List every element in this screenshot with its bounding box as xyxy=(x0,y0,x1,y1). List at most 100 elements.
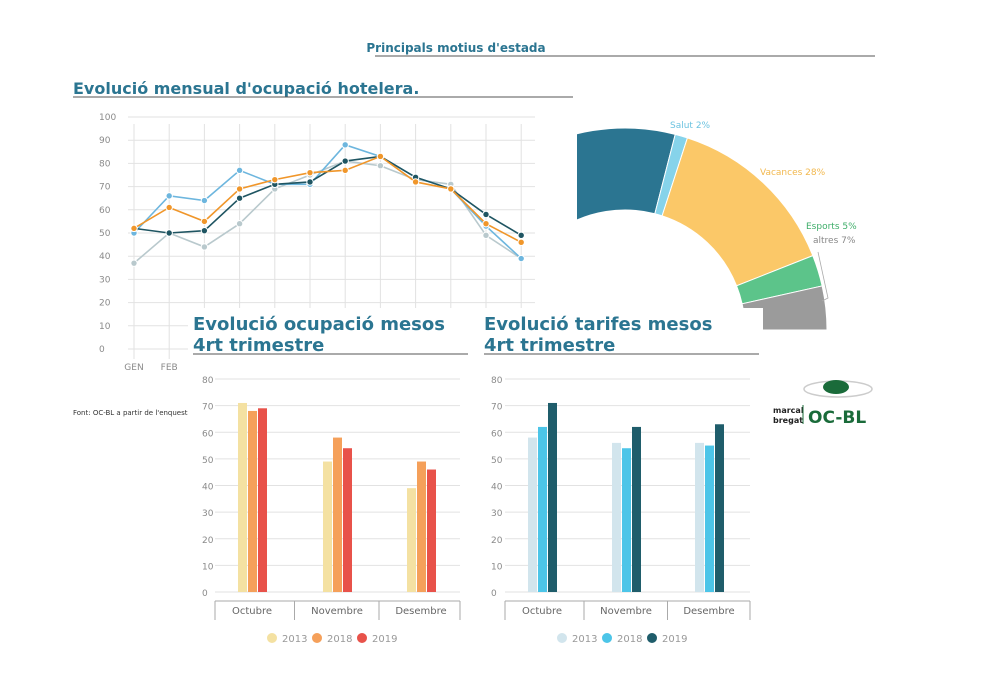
legend-swatch xyxy=(557,633,567,643)
data-point xyxy=(482,210,490,219)
donut-slice xyxy=(661,137,814,287)
y-tick-label: 40 xyxy=(99,252,111,262)
data-point xyxy=(517,254,525,263)
legend-swatch xyxy=(647,633,657,643)
donut-slice-label: Vacances 28% xyxy=(760,168,826,178)
data-point xyxy=(130,224,138,233)
data-point xyxy=(482,220,490,228)
data-point xyxy=(200,196,209,205)
bar xyxy=(695,442,704,592)
bar xyxy=(632,426,641,592)
y-tick-label: 70 xyxy=(99,183,111,193)
x-tick-label: Novembre xyxy=(600,606,652,617)
source-note: Font: OC-BL a partir de l'enquesta pr xyxy=(73,409,201,417)
page-title: Principals motius d'estada xyxy=(366,41,545,55)
bar xyxy=(705,445,714,592)
donut-slices xyxy=(577,127,828,330)
data-point xyxy=(235,166,244,175)
x-tick-label: Novembre xyxy=(311,606,363,617)
y-tick-label: 20 xyxy=(99,299,111,309)
legend-label: 2013 xyxy=(572,634,597,645)
legend-label: 2018 xyxy=(617,634,642,645)
data-point xyxy=(306,168,314,177)
bar xyxy=(715,424,724,592)
y-tick-label: 90 xyxy=(99,136,111,146)
data-point xyxy=(200,217,209,226)
bar xyxy=(407,488,416,592)
data-point xyxy=(517,231,525,240)
bar xyxy=(427,469,436,592)
y-tick-label: 60 xyxy=(491,429,503,439)
data-point xyxy=(447,185,455,193)
bar-chart-title: Evolució tarifes mesos xyxy=(484,314,712,335)
y-tick-label: 10 xyxy=(202,562,214,572)
y-tick-label: 20 xyxy=(202,536,214,546)
y-tick-label: 30 xyxy=(99,275,111,285)
donut-chart: Salut 2% Vacances 28% Esports 5% altres 7% xyxy=(577,121,857,330)
y-tick-label: 70 xyxy=(202,403,214,413)
line-chart-title: Evolució mensual d'ocupació hotelera. xyxy=(73,79,419,98)
data-point xyxy=(200,243,209,251)
y-tick-label: 60 xyxy=(99,206,111,216)
legend-label: 2018 xyxy=(327,634,352,645)
bar xyxy=(528,437,537,592)
bar xyxy=(548,402,557,592)
y-tick-label: 80 xyxy=(202,376,214,386)
altres-bracket xyxy=(817,251,829,302)
bar xyxy=(238,402,247,592)
legend-label: 2019 xyxy=(662,634,687,645)
legend-label: 2019 xyxy=(372,634,397,645)
y-tick-label: 80 xyxy=(491,376,503,386)
svg-text:marcal: marcal xyxy=(773,406,804,415)
line-chart: Evolució mensual d'ocupació hotelera. 0 1… xyxy=(73,79,573,373)
bar xyxy=(538,426,547,592)
data-point xyxy=(482,231,490,240)
y-tick-label: 20 xyxy=(491,536,503,546)
y-tick-label: 30 xyxy=(202,509,214,519)
legend-swatch xyxy=(357,633,367,643)
data-point xyxy=(341,166,349,175)
bar xyxy=(417,461,426,592)
data-point xyxy=(341,157,349,165)
data-point xyxy=(200,226,209,235)
bar xyxy=(248,410,257,592)
bar xyxy=(258,408,267,592)
bar-chart-title: 4rt trimestre xyxy=(193,335,324,356)
data-point xyxy=(130,259,138,267)
data-point xyxy=(235,220,244,228)
x-tick-label: Octubre xyxy=(232,606,272,617)
data-point xyxy=(341,141,349,149)
legend-label: 2013 xyxy=(282,634,307,645)
y-tick-label: 70 xyxy=(491,403,503,413)
x-tick-label: Octubre xyxy=(522,606,562,617)
svg-text:OC-BL: OC-BL xyxy=(808,408,866,428)
legend-swatch xyxy=(312,633,322,643)
bar xyxy=(343,448,352,592)
data-point xyxy=(517,238,525,246)
oc-bl-logo: marcal bregat OC-BL xyxy=(773,380,873,428)
y-tick-label: 80 xyxy=(99,159,111,169)
y-tick-label: 30 xyxy=(491,509,503,519)
data-point xyxy=(165,229,173,237)
y-tick-label: 0 xyxy=(491,589,497,599)
bar xyxy=(323,461,332,592)
data-point xyxy=(306,178,314,186)
bar xyxy=(612,442,621,592)
x-tick-label: GEN xyxy=(124,363,143,373)
legend-swatch xyxy=(267,633,277,643)
series-line xyxy=(133,155,522,243)
data-point xyxy=(165,192,173,200)
bar-panel-bg xyxy=(188,308,763,677)
y-tick-label: 100 xyxy=(99,113,116,123)
y-tick-label: 60 xyxy=(202,429,214,439)
donut-slice-label: Salut 2% xyxy=(670,121,711,131)
y-tick-label: 50 xyxy=(491,456,503,466)
y-tick-label: 50 xyxy=(202,456,214,466)
series-line xyxy=(133,160,522,264)
bar-chart-title: Evolució ocupació mesos xyxy=(193,314,445,335)
bar xyxy=(333,437,342,592)
y-tick-label: 10 xyxy=(99,322,111,332)
